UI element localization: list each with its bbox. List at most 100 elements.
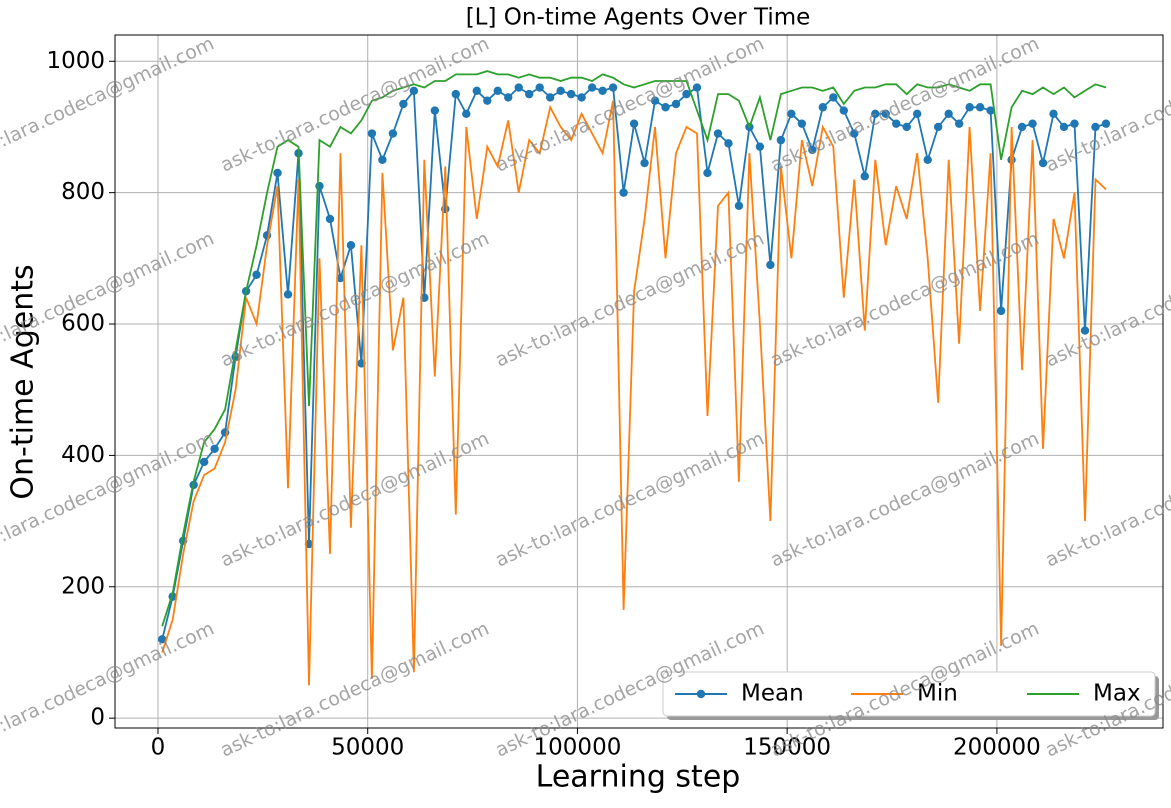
watermark: ask-to:lara.codeca@gmail.com (1042, 428, 1171, 572)
watermark: ask-to:lara.codeca@gmail.com (0, 798, 217, 804)
y-tick-label: 600 (61, 311, 105, 337)
data-point (545, 93, 555, 102)
data-point (336, 273, 345, 283)
data-point (892, 119, 901, 128)
data-point (661, 103, 670, 112)
data-point (640, 158, 649, 168)
data-point (913, 109, 922, 119)
x-tick-label: 150000 (743, 735, 831, 761)
y-tick-label: 400 (61, 442, 105, 468)
watermark: ask-to:lara.codeca@gmail.com (217, 33, 492, 177)
data-point (315, 181, 324, 191)
y-axis-label: On-time Agents (6, 264, 41, 499)
data-point (157, 635, 167, 644)
data-point (493, 86, 502, 96)
data-point (881, 109, 890, 119)
data-point (535, 83, 544, 92)
data-point (525, 89, 534, 99)
series-line (161, 100, 1107, 686)
watermark: ask-to:lara.codeca@gmail.com (0, 33, 217, 177)
data-point (451, 89, 461, 99)
data-point (577, 93, 586, 102)
data-point (378, 155, 387, 165)
watermark: ask-to:lara.codeca@gmail.com (767, 798, 1042, 804)
y-tick-label: 800 (61, 179, 105, 205)
data-point (944, 109, 953, 119)
data-point (1080, 326, 1090, 335)
data-point (388, 129, 398, 138)
watermark: ask-to:lara.codeca@gmail.com (492, 798, 767, 804)
data-point (724, 139, 733, 148)
legend-box (662, 671, 1156, 717)
watermark: ask-to:lara.codeca@gmail.com (767, 428, 1042, 572)
x-tick-label: 50000 (331, 735, 404, 761)
data-point (210, 444, 219, 454)
x-axis-label: Learning step (536, 760, 741, 795)
data-point (755, 142, 765, 151)
x-tick-label: 100000 (534, 735, 622, 761)
data-point (566, 89, 576, 99)
data-point (199, 457, 209, 467)
data-point (514, 83, 523, 92)
data-point (902, 122, 911, 132)
data-point (954, 119, 964, 128)
data-point (734, 201, 744, 210)
data-point (682, 89, 691, 99)
data-point (766, 260, 775, 270)
data-point (996, 306, 1006, 316)
data-point (776, 135, 786, 145)
data-point (367, 129, 377, 138)
series-line (161, 85, 1107, 640)
data-point (252, 270, 261, 279)
data-point (1091, 122, 1100, 132)
data-point (1049, 109, 1058, 119)
data-point (430, 106, 440, 115)
data-point (283, 290, 293, 299)
data-point (829, 93, 838, 102)
legend-label: Mean (741, 681, 804, 707)
data-point (598, 86, 607, 96)
legend-marker (696, 689, 706, 699)
data-point (1017, 122, 1027, 132)
data-point (409, 86, 419, 96)
data-point (986, 106, 995, 115)
data-point (399, 99, 408, 109)
y-tick-label: 200 (61, 573, 105, 599)
watermark: ask-to:lara.codeca@gmail.com (217, 428, 492, 572)
data-point (933, 122, 943, 132)
data-point (587, 83, 597, 92)
data-point (273, 168, 282, 178)
data-point (1038, 158, 1048, 168)
watermark: ask-to:lara.codeca@gmail.com (1042, 798, 1171, 804)
watermark: ask-to:lara.codeca@gmail.com (492, 228, 767, 372)
data-point (860, 172, 869, 181)
data-point (808, 145, 817, 155)
data-point (472, 86, 481, 96)
data-point (619, 188, 628, 197)
data-point (1059, 122, 1069, 132)
watermark: ask-to:lara.codeca@gmail.com (217, 798, 492, 804)
series-line (161, 70, 1107, 627)
y-tick-label: 1000 (46, 48, 105, 74)
data-point (818, 103, 828, 112)
data-point (462, 109, 471, 119)
data-point (483, 96, 492, 105)
data-point (325, 214, 335, 224)
watermark: ask-to:lara.codeca@gmail.com (1042, 33, 1171, 177)
data-point (608, 83, 618, 92)
x-tick-label: 200000 (953, 735, 1041, 761)
data-point (671, 99, 681, 109)
data-point (850, 129, 859, 138)
data-point (839, 106, 848, 115)
x-tick-label: 0 (151, 735, 166, 761)
chart-title: [L] On-time Agents Over Time (466, 5, 811, 31)
data-point (975, 103, 985, 112)
data-point (713, 129, 723, 138)
data-point (629, 119, 639, 128)
watermark: ask-to:lara.codeca@gmail.com (0, 618, 217, 762)
data-point (504, 93, 513, 102)
data-point (965, 103, 974, 112)
y-tick-label: 0 (90, 705, 105, 731)
data-point (797, 119, 807, 128)
